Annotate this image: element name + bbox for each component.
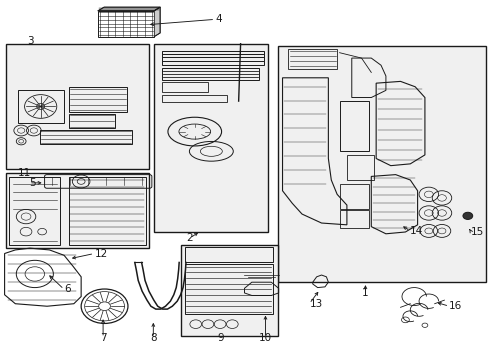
Bar bbox=[5, 173, 149, 248]
Text: 12: 12 bbox=[94, 248, 107, 258]
Bar bbox=[18, 90, 64, 123]
Bar bbox=[161, 51, 264, 65]
Text: 11: 11 bbox=[18, 168, 31, 178]
Text: 7: 7 bbox=[100, 333, 106, 343]
Text: 4: 4 bbox=[215, 14, 222, 24]
Bar bbox=[181, 244, 277, 336]
Text: 13: 13 bbox=[309, 299, 322, 309]
Text: 6: 6 bbox=[64, 284, 71, 294]
Text: 2: 2 bbox=[186, 233, 193, 243]
Text: 9: 9 bbox=[217, 333, 224, 343]
Text: 14: 14 bbox=[409, 226, 423, 236]
Bar bbox=[69, 114, 115, 128]
Bar bbox=[40, 130, 132, 144]
Circle shape bbox=[462, 212, 472, 220]
Text: 3: 3 bbox=[27, 36, 34, 46]
Bar bbox=[161, 82, 207, 92]
Text: 1: 1 bbox=[362, 288, 368, 298]
Bar bbox=[98, 11, 154, 37]
Bar bbox=[288, 49, 336, 69]
Text: 10: 10 bbox=[258, 333, 271, 343]
Bar bbox=[69, 87, 127, 112]
Bar bbox=[339, 184, 368, 209]
Bar bbox=[346, 155, 373, 180]
Bar bbox=[184, 247, 272, 262]
Bar bbox=[9, 177, 60, 244]
Text: 5: 5 bbox=[29, 178, 36, 188]
Bar bbox=[339, 211, 368, 228]
Bar bbox=[5, 44, 149, 169]
Bar bbox=[161, 95, 227, 102]
Text: 15: 15 bbox=[470, 227, 484, 237]
Bar bbox=[154, 44, 267, 232]
Bar bbox=[277, 45, 485, 282]
Text: 8: 8 bbox=[150, 333, 156, 343]
Bar bbox=[339, 101, 368, 151]
Polygon shape bbox=[154, 7, 160, 37]
Bar bbox=[161, 68, 259, 80]
Bar bbox=[184, 264, 272, 315]
Polygon shape bbox=[98, 7, 160, 11]
Bar bbox=[69, 177, 145, 244]
Text: 16: 16 bbox=[448, 301, 462, 311]
